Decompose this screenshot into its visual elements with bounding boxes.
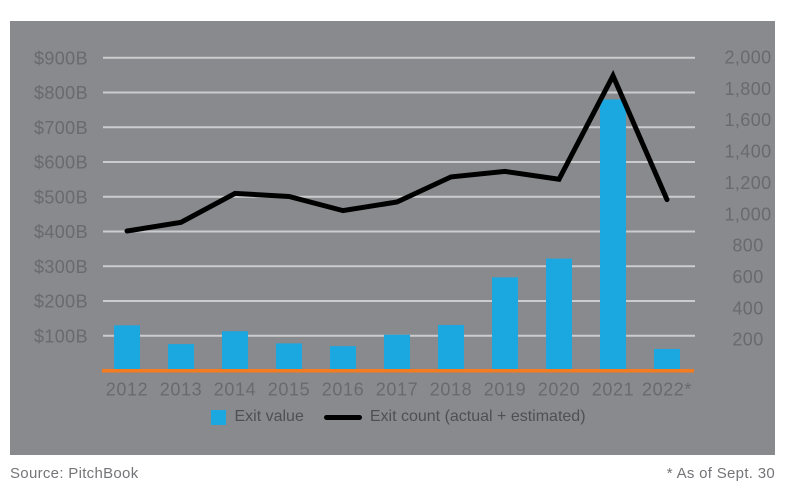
x-axis-label-2012: 2012 xyxy=(106,380,148,400)
bar-2013 xyxy=(168,344,194,372)
x-axis-label-2021: 2021 xyxy=(592,380,634,400)
chart-footer: Source: PitchBook * As of Sept. 30 xyxy=(10,465,775,482)
legend-item-exit-value: Exit value xyxy=(211,408,304,426)
exit-count-actual-estimated-line xyxy=(124,70,670,234)
bar-2019 xyxy=(492,277,518,372)
right-axis-label-600: 600 xyxy=(732,267,763,287)
left-axis-label-700: $700B xyxy=(34,118,88,138)
bar-2022 xyxy=(654,348,680,372)
exit-count-line-swatch-icon xyxy=(323,414,362,420)
legend-label: Exit count (actual + estimated) xyxy=(369,408,586,425)
x-axis-label-2019: 2019 xyxy=(484,380,526,400)
bar-2018 xyxy=(438,324,464,372)
left-axis-label-300: $300B xyxy=(34,257,88,277)
left-axis-label-100: $100B xyxy=(34,326,88,346)
right-axis-label-200: 200 xyxy=(732,330,763,350)
footnote: * As of Sept. 30 xyxy=(666,465,775,482)
left-axis-label-500: $500B xyxy=(34,187,88,207)
left-axis-label-200: $200B xyxy=(34,292,88,312)
right-axis-label-1000: 1,000 xyxy=(724,204,771,224)
exit-activity-combo-chart: $100B $200B $300B $400B $500B $600B $700B $800B… xyxy=(34,48,771,400)
right-axis-label-800: 800 xyxy=(732,236,763,256)
x-axis-label-2013: 2013 xyxy=(160,380,202,400)
x-axis-label-2018: 2018 xyxy=(430,380,472,400)
bar-2016 xyxy=(330,346,356,372)
bar-2012 xyxy=(114,325,140,372)
bar-2017 xyxy=(384,334,410,372)
x-axis-label-2016: 2016 xyxy=(322,380,364,400)
x-axis-label-2017: 2017 xyxy=(376,380,418,400)
legend-label: Exit value xyxy=(234,408,304,425)
x-axis-label-2022: 2022* xyxy=(642,380,692,400)
right-axis-label-2000: 2,000 xyxy=(724,48,771,68)
x-axis-label-2015: 2015 xyxy=(268,380,310,400)
source-label: Source: PitchBook xyxy=(10,465,139,482)
right-axis-label-1400: 1,400 xyxy=(724,142,771,162)
bar-2015 xyxy=(276,343,302,372)
right-axis-label-400: 400 xyxy=(732,298,763,318)
bar-2014 xyxy=(222,331,248,372)
x-axis-label-2020: 2020 xyxy=(538,380,580,400)
left-axis-label-400: $400B xyxy=(34,222,88,242)
chart-panel: $100B $200B $300B $400B $500B $600B $700B $800B… xyxy=(10,21,775,455)
right-axis-label-1800: 1,800 xyxy=(724,79,771,99)
exit-value-swatch-icon xyxy=(211,409,227,425)
bar-2020 xyxy=(546,258,572,372)
left-axis-label-900: $900B xyxy=(34,48,88,68)
left-axis-label-600: $600B xyxy=(34,153,88,173)
chart-legend: Exit value Exit count (actual + estimated… xyxy=(102,404,695,430)
x-axis-baseline xyxy=(102,369,694,373)
bar-2021 xyxy=(600,99,626,372)
right-axis-label-1600: 1,600 xyxy=(724,110,771,130)
x-axis-label-2014: 2014 xyxy=(214,380,256,400)
legend-item-exit-count-actual-estimated: Exit count (actual + estimated) xyxy=(323,408,586,426)
right-axis-label-1200: 1,200 xyxy=(724,173,771,193)
left-axis-label-800: $800B xyxy=(34,83,88,103)
